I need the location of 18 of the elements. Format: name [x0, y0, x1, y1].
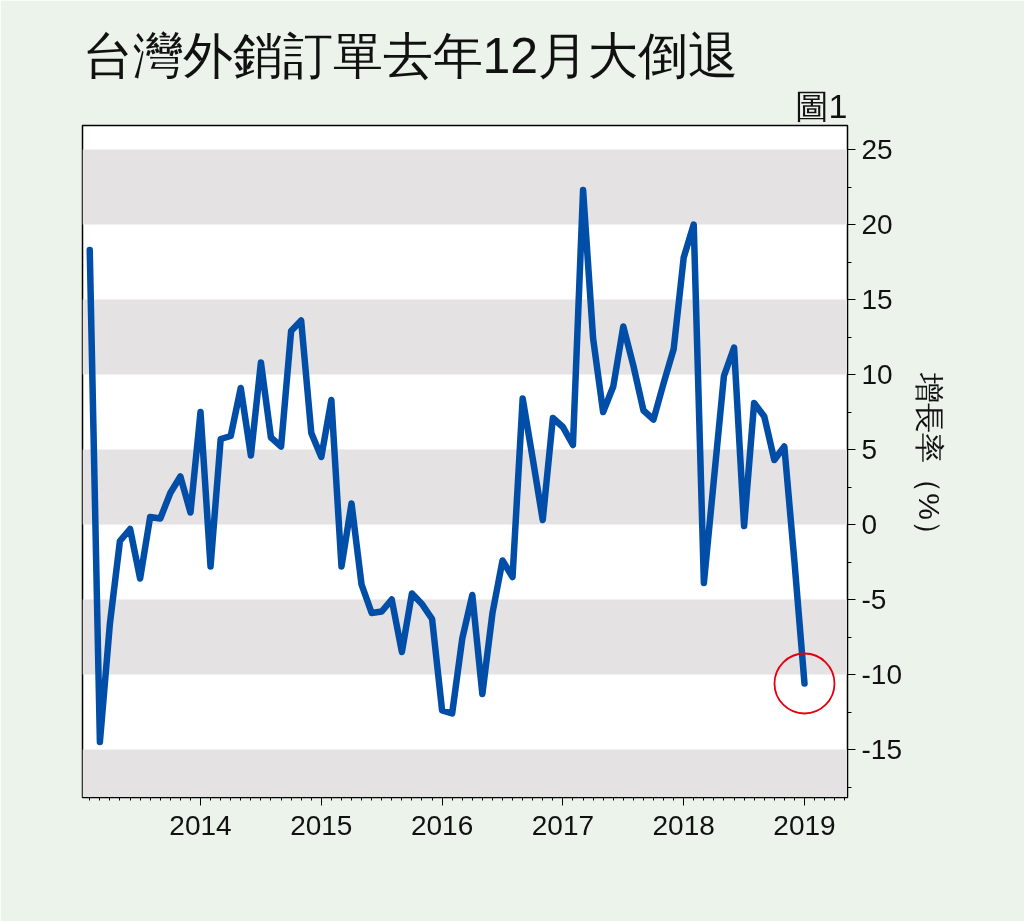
x-tick-label: 2018 [652, 809, 715, 841]
chart-title: 台灣外銷訂單去年12月大倒退 [82, 27, 739, 84]
x-tick-label: 2015 [290, 809, 353, 841]
y-axis-title: 增長率（%） [912, 372, 946, 550]
y-tick-label: -10 [861, 659, 902, 690]
y-tick-label: 5 [861, 434, 878, 465]
y-tick-label: -15 [861, 734, 902, 765]
y-tick-label: 15 [861, 284, 893, 315]
y-tick-label: -5 [861, 584, 887, 615]
y-tick-label: 0 [861, 509, 878, 540]
y-tick-label: 25 [861, 134, 893, 165]
caption: 圖1 [794, 86, 848, 125]
x-tick-label: 2016 [410, 809, 474, 841]
y-tick-label: 20 [861, 209, 893, 240]
x-tick-label: 2019 [773, 809, 836, 841]
x-tick-label: 2014 [169, 809, 232, 841]
y-tick-label: 10 [861, 359, 893, 390]
x-tick-label: 2017 [531, 809, 595, 841]
